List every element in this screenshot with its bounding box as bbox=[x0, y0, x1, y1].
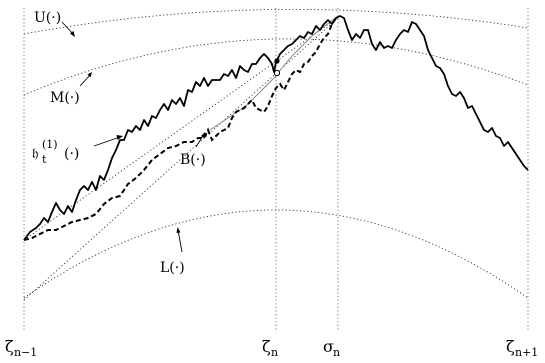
label-b: B(·) bbox=[180, 152, 206, 168]
axis-label-sigma-sub: n bbox=[333, 346, 340, 359]
point-open bbox=[273, 69, 281, 77]
axis-label-zeta-n-base: ζ bbox=[262, 337, 271, 356]
arrowhead-m bbox=[87, 72, 92, 78]
label-l: L(·) bbox=[160, 260, 185, 276]
b-path bbox=[23, 17, 337, 241]
axis-label-sigma-base: σ bbox=[323, 337, 334, 356]
arrowhead-h bbox=[116, 135, 123, 140]
arrowhead-l bbox=[176, 227, 181, 233]
arrowhead-u bbox=[70, 31, 75, 37]
arrow-l bbox=[177, 229, 183, 253]
point-filled bbox=[274, 58, 280, 64]
axis-label-sigma-n: σ n bbox=[323, 337, 340, 359]
chord-upper bbox=[23, 15, 341, 241]
label-h-base: 𝔥 bbox=[32, 146, 38, 162]
label-h-sub: t bbox=[42, 153, 47, 166]
chord-lower bbox=[23, 15, 341, 301]
axis-label-zeta-next-base: ζ bbox=[506, 337, 515, 356]
axis-label-zeta-prev: ζ n−1 bbox=[5, 337, 37, 359]
arrowhead-b bbox=[201, 132, 205, 138]
curve-l bbox=[23, 209, 529, 299]
label-h: 𝔥 (1) t (·) bbox=[32, 138, 79, 166]
label-h-arg: (·) bbox=[64, 146, 79, 162]
axis-label-zeta-prev-sub: n−1 bbox=[14, 346, 37, 359]
label-u: U(·) bbox=[34, 10, 61, 26]
axis-label-zeta-next: ζ n+1 bbox=[506, 337, 538, 359]
curve-u bbox=[23, 8, 529, 35]
label-h-sup: (1) bbox=[42, 138, 58, 151]
axis-label-zeta-n-sub: n bbox=[271, 346, 278, 359]
arrow-h bbox=[93, 136, 121, 147]
axis-label-zeta-n: ζ n bbox=[262, 337, 278, 359]
axis-label-zeta-prev-base: ζ bbox=[5, 337, 14, 356]
axis-label-zeta-next-sub: n+1 bbox=[515, 346, 538, 359]
label-m: M(·) bbox=[50, 90, 80, 106]
curve-m bbox=[23, 38, 529, 96]
